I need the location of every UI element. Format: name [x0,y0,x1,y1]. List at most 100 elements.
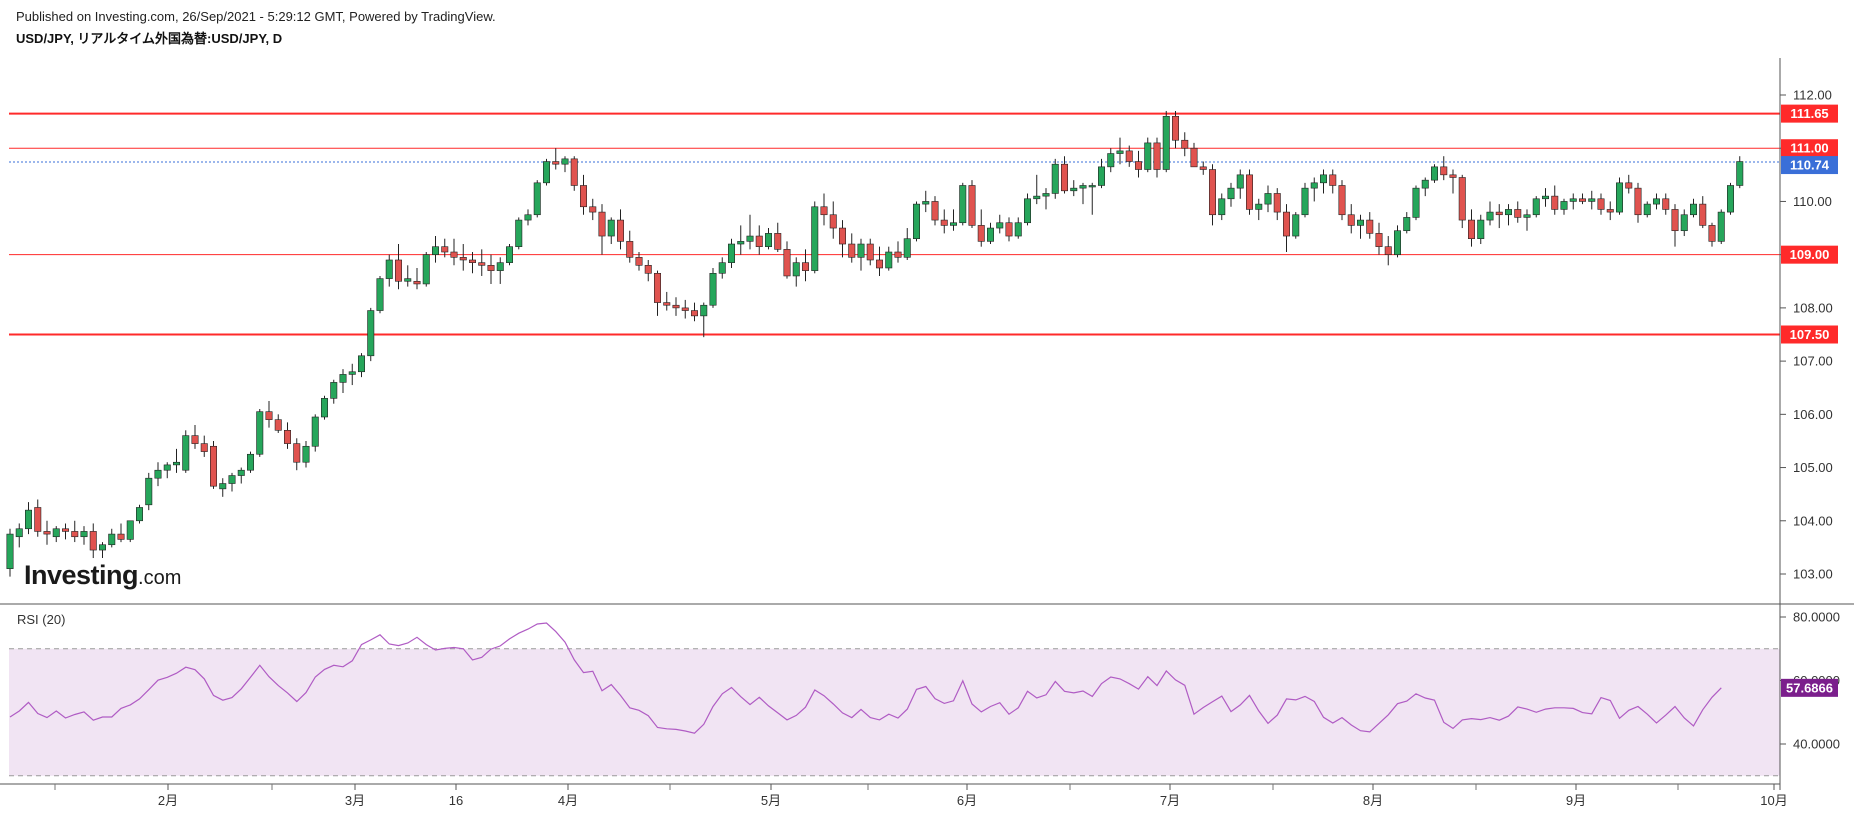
candle-body [1135,161,1143,170]
candle [71,520,79,543]
candle-body [783,249,791,277]
candle-body [1597,198,1605,210]
candle-body [1125,150,1133,162]
candle [542,158,550,186]
candle [339,369,347,394]
candle-body [1199,166,1207,170]
candle-body [1495,211,1503,216]
candle [663,291,671,311]
candle-body [1246,174,1254,210]
candle-body [71,531,79,538]
price-levels [9,112,1780,336]
candle-body [348,371,356,375]
candle-body [1301,187,1309,216]
candle [6,528,14,577]
time-tick-label: 4月 [558,793,578,808]
candle-body [330,382,338,399]
candle [80,526,88,545]
level-tag-label: 111.65 [1790,106,1828,121]
candle-body [681,307,689,311]
rsi-line [9,622,1722,734]
candle-body [1403,217,1411,232]
candle [783,241,791,279]
candle-body [413,280,421,285]
candle-body [1625,182,1633,189]
candle [1495,204,1503,229]
candle-body [912,203,920,240]
candle [1153,137,1161,178]
candle-body [496,262,504,271]
candle-body [1144,142,1152,170]
candle-body [570,158,578,186]
candle-body [1070,187,1078,192]
candle-body [1079,185,1087,189]
candle [681,299,689,319]
candle [746,214,754,250]
rsi-value-tag-label: 57.6866 [1786,680,1833,695]
logo-main: Investing [24,560,138,590]
candle-body [1643,203,1651,216]
candle-body [357,355,365,373]
candle [672,297,680,316]
candle [173,448,181,473]
candle [1005,217,1013,242]
price-tick-label: 106.00 [1793,407,1833,422]
candle-body [320,398,328,418]
candle-body [1042,193,1050,197]
candle-body [1320,174,1328,184]
candle [1532,196,1540,218]
candle-body [154,469,162,479]
candle-body [173,461,181,466]
candle [1061,156,1069,194]
candle-body [1680,214,1688,232]
candle-body [1310,182,1318,189]
candle [1209,164,1217,226]
candle-body [1014,222,1022,237]
level-tag: 107.50 [1781,325,1838,344]
svg-text:Investing.com: Investing.com [24,560,181,590]
candle [515,217,523,250]
logo-suffix: .com [138,567,181,589]
candle-body [145,477,153,506]
candle [145,472,153,511]
candle [117,523,125,543]
candle [774,222,782,253]
candle [1338,180,1346,221]
candle-body [1357,219,1365,226]
candle-body [487,265,495,271]
candle-body [1727,185,1735,213]
candle-body [126,520,134,540]
rsi-tick-label: 80.0000 [1793,610,1840,625]
candle [441,238,449,258]
candle-body [959,185,967,224]
candle-body [1024,198,1032,224]
candle [1403,212,1411,234]
candle-body [894,251,902,258]
candle [1569,193,1577,210]
candle [1033,174,1041,205]
candle [579,174,587,215]
candle-body [1542,195,1550,200]
candle [949,209,957,231]
candle [801,249,809,282]
time-tick-label: 6月 [957,793,977,808]
current-price-tag-label: 110.74 [1790,158,1830,173]
candle-body [6,533,14,569]
candle-body [811,206,819,271]
candle-body [210,445,218,487]
candle [256,409,264,457]
candle-body [857,243,865,258]
candle [487,254,495,284]
candle-body [1468,219,1476,239]
candle-body [283,429,291,444]
candle [598,204,606,255]
candle-body [228,475,236,484]
chart-header: Published on Investing.com, 26/Sep/2021 … [16,8,496,48]
candle [1116,137,1124,165]
candle [237,467,245,484]
time-axis[interactable]: 2月 3月 16 4月 5月 6月 7月 8月 9月 10月 [54,784,1788,808]
candle-body [1107,153,1115,168]
candle [635,252,643,271]
candle-body [450,251,458,258]
